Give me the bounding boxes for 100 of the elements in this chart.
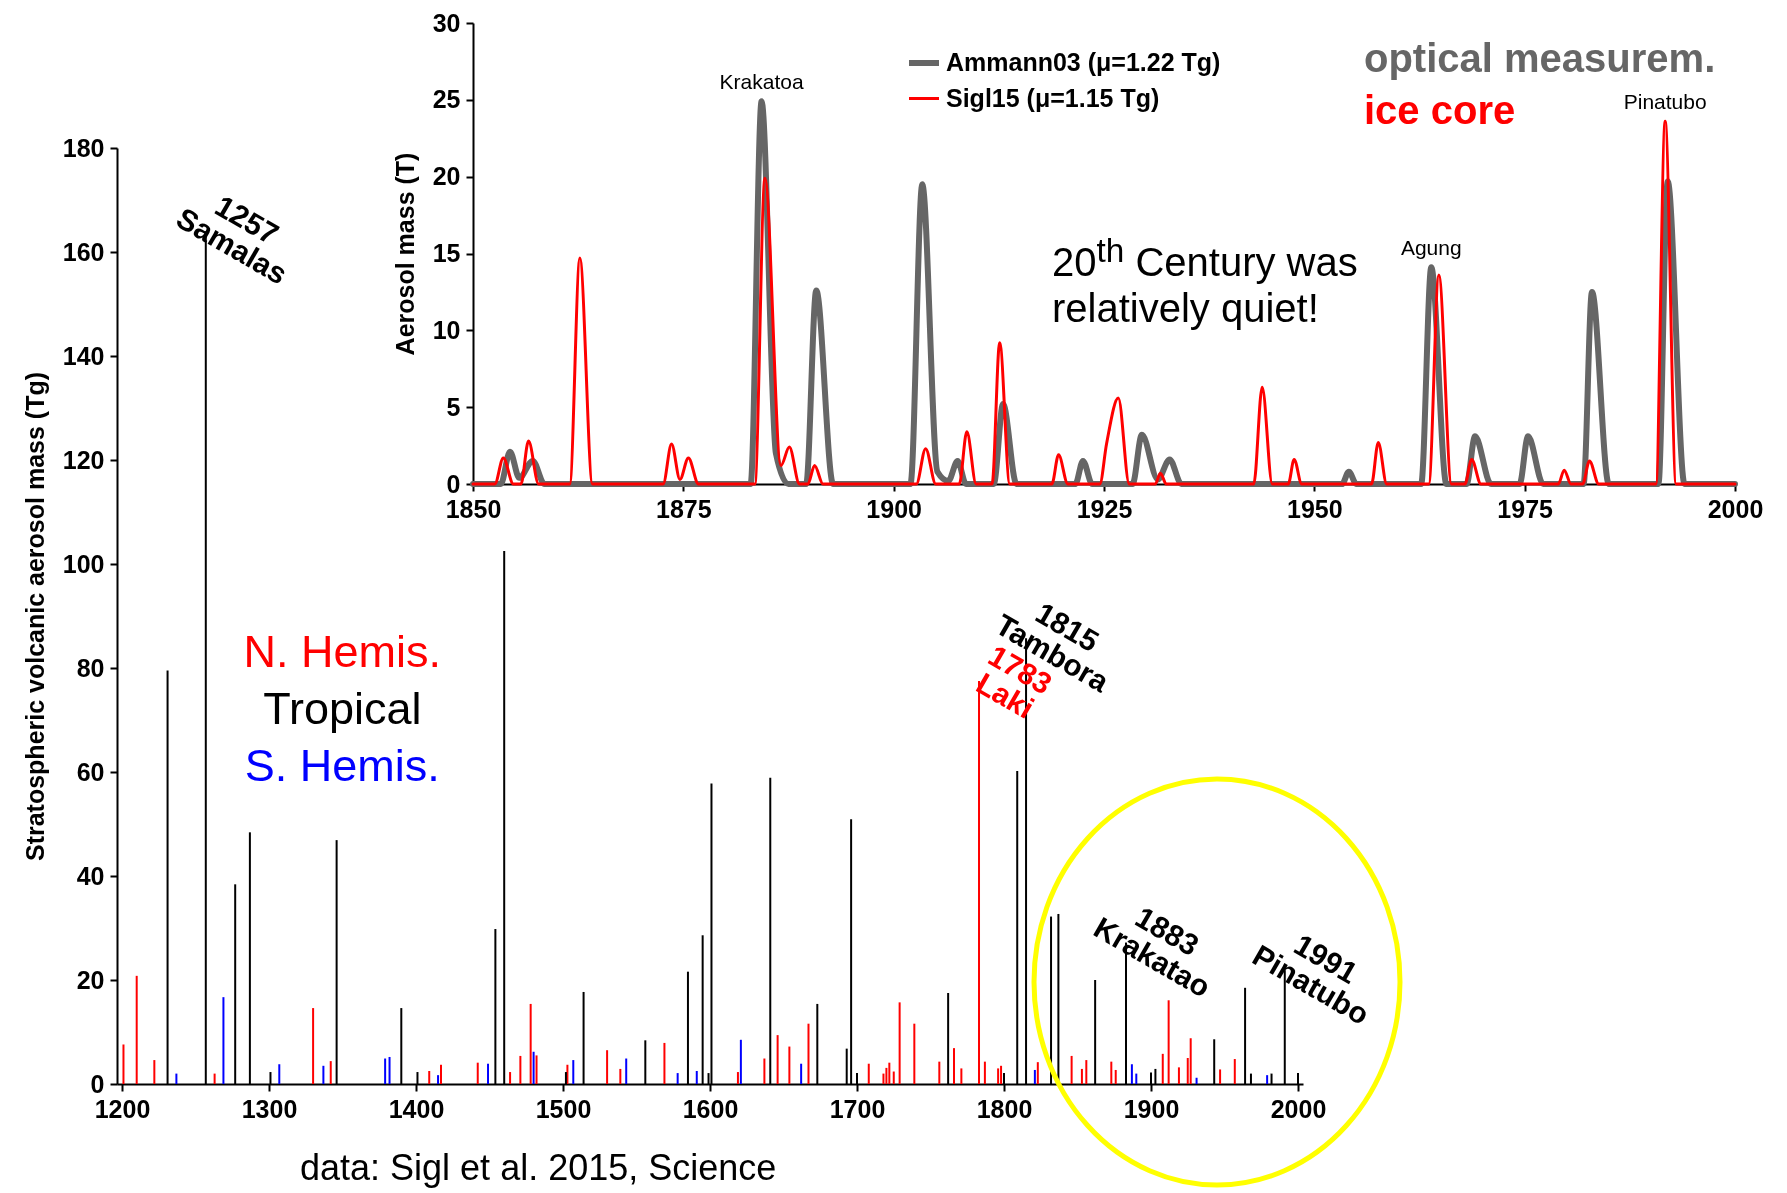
annotation: Krakatoa	[719, 70, 804, 94]
bar	[476, 1062, 479, 1084]
bar	[1161, 1053, 1164, 1084]
bar	[807, 1023, 810, 1084]
bar	[892, 1071, 895, 1084]
bar	[736, 1072, 739, 1084]
bar	[1110, 1061, 1113, 1084]
bar	[898, 1002, 901, 1084]
x-tick-label: 1950	[1287, 494, 1343, 523]
x-tick-label: 1600	[682, 1094, 739, 1123]
bar	[1177, 1067, 1180, 1084]
bar	[213, 1073, 216, 1084]
text: S. Hemis.	[244, 740, 440, 792]
x-tick-label: 1875	[656, 494, 712, 523]
bar	[519, 1055, 522, 1084]
text: data: Sigl et al. 2015, Science	[300, 1147, 777, 1189]
bar	[606, 1050, 609, 1084]
bar	[572, 1060, 575, 1084]
bar	[1114, 1069, 1117, 1084]
bar	[153, 1060, 156, 1084]
bar	[739, 1039, 742, 1084]
bar	[175, 1073, 178, 1084]
bar	[135, 975, 138, 1084]
y-tick-label: 80	[76, 653, 105, 682]
bar	[885, 1067, 888, 1084]
y-tick-label: 140	[62, 341, 105, 370]
bar	[1266, 1075, 1269, 1084]
bar	[1130, 1064, 1133, 1084]
y-tick-label: 30	[432, 8, 461, 37]
bar	[1167, 1000, 1170, 1084]
x-tick-label: 1925	[1076, 494, 1133, 523]
annotation: ice core	[1364, 88, 1516, 133]
y-tick-label: 100	[62, 549, 105, 578]
bar	[529, 1003, 532, 1084]
bar	[1195, 1077, 1198, 1084]
bar	[1000, 1065, 1003, 1084]
x-tick-label: 1900	[1123, 1094, 1180, 1123]
bar	[867, 1063, 870, 1084]
y-tick-label: 180	[62, 133, 105, 162]
x-tick-label: 1975	[1497, 494, 1554, 523]
annotation: 20$^{th}$ Century was relatively quiet!	[1052, 232, 1359, 332]
y-tick-label: 10	[432, 315, 461, 344]
x-tick-label: 1800	[976, 1094, 1033, 1123]
bar	[960, 1068, 963, 1084]
y-tick-label: 5	[446, 392, 461, 421]
annotation: optical measurem.	[1364, 36, 1716, 81]
bar	[428, 1071, 431, 1084]
bar	[535, 1055, 538, 1084]
bar	[763, 1058, 766, 1084]
bar	[439, 1064, 442, 1084]
annotation: Agung	[1400, 236, 1462, 260]
bar	[953, 1048, 956, 1084]
bar	[1036, 1062, 1039, 1084]
bar	[1219, 1069, 1222, 1084]
bar	[695, 1071, 698, 1084]
bar	[1085, 1060, 1088, 1084]
bar	[384, 1058, 387, 1084]
y-tick-label: 160	[62, 237, 105, 266]
bar	[322, 1065, 325, 1084]
y-axis-title: Aerosol mass (T)	[390, 152, 419, 356]
y-tick-label: 40	[76, 861, 105, 890]
x-tick-label: 1300	[241, 1094, 298, 1123]
bar	[487, 1063, 490, 1084]
bar	[776, 1035, 779, 1084]
bar	[888, 1062, 891, 1084]
y-tick-label: 20	[76, 965, 105, 994]
x-tick-label: 2000	[1270, 1094, 1327, 1123]
bar	[278, 1064, 281, 1084]
bar	[913, 1023, 916, 1084]
x-tick-label: 1700	[829, 1094, 886, 1123]
y-axis-title: Stratospheric volcanic aerosol mass (Tg)	[20, 371, 49, 862]
bar	[625, 1058, 628, 1084]
bar	[619, 1068, 622, 1084]
bar	[800, 1063, 803, 1084]
legend-label: Sigl15 (μ=1.15 Tg)	[946, 83, 1160, 112]
bar	[788, 1046, 791, 1084]
bar	[222, 997, 225, 1084]
bar	[1189, 1038, 1192, 1084]
x-tick-label: 1500	[535, 1094, 592, 1123]
bar	[938, 1061, 941, 1084]
series-label: Tropical	[263, 683, 422, 735]
bar	[388, 1056, 391, 1084]
legend-label: Ammann03 (μ=1.22 Tg)	[946, 48, 1221, 76]
bar	[663, 1042, 666, 1084]
annotation: Pinatubo	[1623, 90, 1707, 114]
y-tick-label: 60	[76, 757, 105, 786]
bar	[329, 1061, 332, 1084]
bar	[1070, 1055, 1073, 1084]
x-tick-label: 1400	[388, 1094, 445, 1123]
x-tick-label: 2000	[1707, 494, 1764, 523]
y-tick-label: 120	[62, 445, 105, 474]
bar	[1080, 1068, 1083, 1084]
x-tick-label: 1900	[866, 494, 922, 523]
bar	[437, 1075, 440, 1084]
bar	[1135, 1073, 1138, 1084]
y-tick-label: 20	[432, 162, 461, 191]
bar	[1233, 1059, 1236, 1084]
bar	[509, 1072, 512, 1084]
bar	[997, 1068, 1000, 1084]
bar	[532, 1051, 535, 1084]
